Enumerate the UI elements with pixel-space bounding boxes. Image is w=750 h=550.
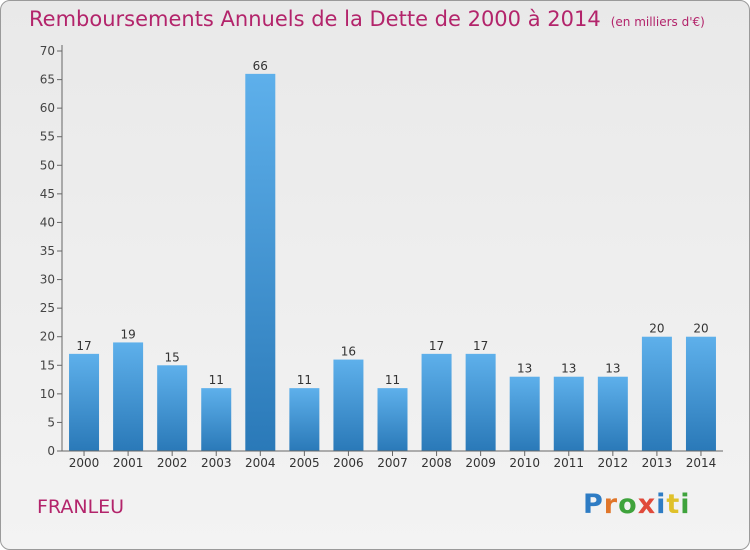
data-label-2008: 17 — [429, 339, 444, 353]
bars-group — [69, 73, 716, 451]
data-label-2003: 11 — [209, 373, 224, 387]
data-label-2010: 13 — [517, 362, 532, 376]
logo-letter: i — [656, 489, 667, 520]
x-tick-label-2008: 2008 — [421, 456, 452, 470]
commune-name: FRANLEU — [37, 496, 125, 518]
bar-2006 — [333, 359, 364, 451]
bar-2012 — [597, 376, 628, 451]
bar-2014 — [685, 336, 716, 451]
bar-2002 — [157, 365, 188, 451]
bar-2010 — [509, 376, 540, 451]
bar-2000 — [69, 353, 100, 451]
y-tick-label: 20 — [40, 330, 55, 344]
logo-letter: o — [618, 489, 638, 520]
logo-letter: i — [680, 489, 691, 520]
data-label-2009: 17 — [473, 339, 488, 353]
bar-2005 — [289, 388, 320, 451]
y-tick-label: 5 — [47, 415, 55, 429]
x-tick-label-2009: 2009 — [465, 456, 496, 470]
x-tick-label-2012: 2012 — [598, 456, 629, 470]
x-tick-label-2014: 2014 — [686, 456, 717, 470]
logo-letter: r — [603, 489, 619, 520]
x-tick-label-2003: 2003 — [201, 456, 232, 470]
x-tick-label-2001: 2001 — [113, 456, 144, 470]
y-tick-label: 65 — [40, 73, 55, 87]
x-tick-label-2004: 2004 — [245, 456, 276, 470]
data-label-2001: 19 — [120, 327, 135, 341]
x-tick-label-2005: 2005 — [289, 456, 320, 470]
data-label-2013: 20 — [649, 322, 664, 336]
data-label-2012: 13 — [605, 362, 620, 376]
y-tick-label: 50 — [40, 158, 55, 172]
data-label-2002: 15 — [165, 350, 180, 364]
bar-2009 — [465, 353, 496, 451]
y-tick-label: 70 — [40, 44, 55, 58]
x-tick-label-2002: 2002 — [157, 456, 188, 470]
x-tick-label-2010: 2010 — [509, 456, 540, 470]
y-tick-label: 25 — [40, 301, 55, 315]
bar-2003 — [201, 388, 232, 451]
y-tick-label: 60 — [40, 101, 55, 115]
data-label-2007: 11 — [385, 373, 400, 387]
bar-2001 — [113, 342, 144, 451]
y-tick-label: 0 — [47, 444, 55, 458]
y-tick-label: 15 — [40, 358, 55, 372]
chart-title: Remboursements Annuels de la Dette de 20… — [29, 7, 705, 31]
bar-2013 — [641, 336, 672, 451]
bar-2008 — [421, 353, 452, 451]
y-tick-label: 35 — [40, 244, 55, 258]
x-tick-label-2013: 2013 — [642, 456, 673, 470]
axes-group: 0 5 10 15 20 25 30 35 40 45 50 55 60 65 70 — [40, 44, 723, 458]
bar-2007 — [377, 388, 408, 451]
y-tick-label: 30 — [40, 273, 55, 287]
data-label-2000: 17 — [76, 339, 91, 353]
y-tick-label: 45 — [40, 187, 55, 201]
x-tick-label-2011: 2011 — [553, 456, 584, 470]
x-tick-label-2006: 2006 — [333, 456, 364, 470]
logo-letter: t — [666, 489, 681, 520]
x-tick-label-2000: 2000 — [69, 456, 100, 470]
data-label-2011: 13 — [561, 362, 576, 376]
y-tick-label: 10 — [40, 387, 55, 401]
labels-group: 2000 17 2001 19 2002 15 2003 11 2004 66 2005 11 2006… — [69, 59, 716, 470]
y-tick-label: 55 — [40, 130, 55, 144]
data-label-2004: 66 — [253, 59, 268, 73]
bar-2004 — [245, 73, 276, 451]
logo-letter: P — [583, 489, 604, 520]
chart-title-text: Remboursements Annuels de la Dette de 20… — [29, 7, 601, 31]
data-label-2006: 16 — [341, 345, 356, 359]
chart-unit-note: (en milliers d'€) — [610, 15, 705, 29]
bar-2011 — [553, 376, 584, 451]
proxiti-logo: Proxiti — [583, 489, 691, 520]
data-label-2005: 11 — [297, 373, 312, 387]
data-label-2014: 20 — [693, 322, 708, 336]
y-tick-label: 40 — [40, 215, 55, 229]
logo-letter: x — [637, 489, 657, 520]
x-tick-label-2007: 2007 — [377, 456, 408, 470]
